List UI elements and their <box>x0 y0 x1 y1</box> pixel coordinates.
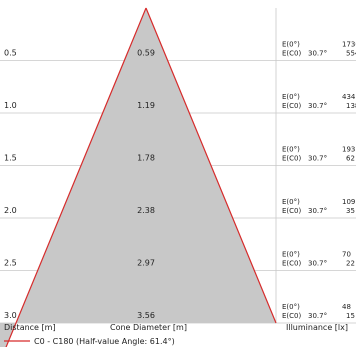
e0-label: E(0°) <box>282 146 300 154</box>
cone-diameter-value: 0.59 <box>137 49 155 58</box>
distance-value: 0.5 <box>4 49 17 58</box>
e0-value: 193 <box>342 146 355 154</box>
cone-edge-right <box>145 7 277 324</box>
cone-edge-left <box>3 7 147 351</box>
cone-row: 1.0 1.19 E(0°)E(C0) 30.7° 434138 <box>4 93 356 110</box>
distance-value: 1.5 <box>4 154 17 163</box>
half-angle-value: 30.7° <box>308 155 327 163</box>
e0-value: 434 <box>342 93 356 101</box>
e0-value: 109 <box>342 198 355 206</box>
ec0-value: 22 <box>346 260 355 268</box>
distance-value: 3.0 <box>4 311 17 320</box>
ec0-label: E(C0) <box>282 312 301 320</box>
ec0-value: 62 <box>346 155 355 163</box>
distance-axis-label: Distance [m] <box>4 323 56 332</box>
e0-label: E(0°) <box>282 41 300 49</box>
half-angle-value: 30.7° <box>308 50 327 58</box>
ec0-value: 35 <box>346 207 355 215</box>
footer-group: Distance [m] Cone Diameter [m] Illuminan… <box>4 323 348 346</box>
half-angle-value: 30.7° <box>308 102 327 110</box>
ec0-label: E(C0) <box>282 155 301 163</box>
ec0-value: 138 <box>346 102 356 110</box>
distance-value: 1.0 <box>4 101 17 110</box>
distance-value: 2.0 <box>4 206 17 215</box>
e0-value: 70 <box>342 251 351 259</box>
ec0-label: E(C0) <box>282 260 301 268</box>
e0-label: E(0°) <box>282 198 300 206</box>
half-angle-value: 30.7° <box>308 312 327 320</box>
e0-label: E(0°) <box>282 303 300 311</box>
cone-diameter-axis-label: Cone Diameter [m] <box>110 323 187 332</box>
ec0-value: 15 <box>346 312 355 320</box>
legend-label: C0 - C180 (Half-value Angle: 61.4°) <box>34 337 175 346</box>
cone-diameter-value: 2.97 <box>137 259 155 268</box>
half-angle-value: 30.7° <box>308 260 327 268</box>
cone-row: 0.5 0.59 E(0°)E(C0) 30.7° 1730554 <box>4 41 356 58</box>
ec0-label: E(C0) <box>282 102 301 110</box>
ec0-value: 554 <box>346 50 356 58</box>
cone-diameter-value: 2.38 <box>137 206 155 215</box>
e0-value: 48 <box>342 303 351 311</box>
distance-value: 2.5 <box>4 259 17 268</box>
cone-fill <box>0 8 276 351</box>
half-angle-value: 30.7° <box>308 207 327 215</box>
ec0-label: E(C0) <box>282 207 301 215</box>
ec0-label: E(C0) <box>282 50 301 58</box>
cone-diameter-value: 1.19 <box>137 101 155 110</box>
e0-label: E(0°) <box>282 251 300 259</box>
illuminance-axis-label: Illuminance [lx] <box>286 323 348 332</box>
cone-diameter-value: 1.78 <box>137 154 155 163</box>
e0-value: 1730 <box>342 41 356 49</box>
e0-label: E(0°) <box>282 93 300 101</box>
cone-diameter-value: 3.56 <box>137 311 155 320</box>
rows-group: 0.50.59E(0°)E(C0)30.7°17305541.01.19E(0°… <box>4 41 356 321</box>
cone-group <box>0 7 277 351</box>
